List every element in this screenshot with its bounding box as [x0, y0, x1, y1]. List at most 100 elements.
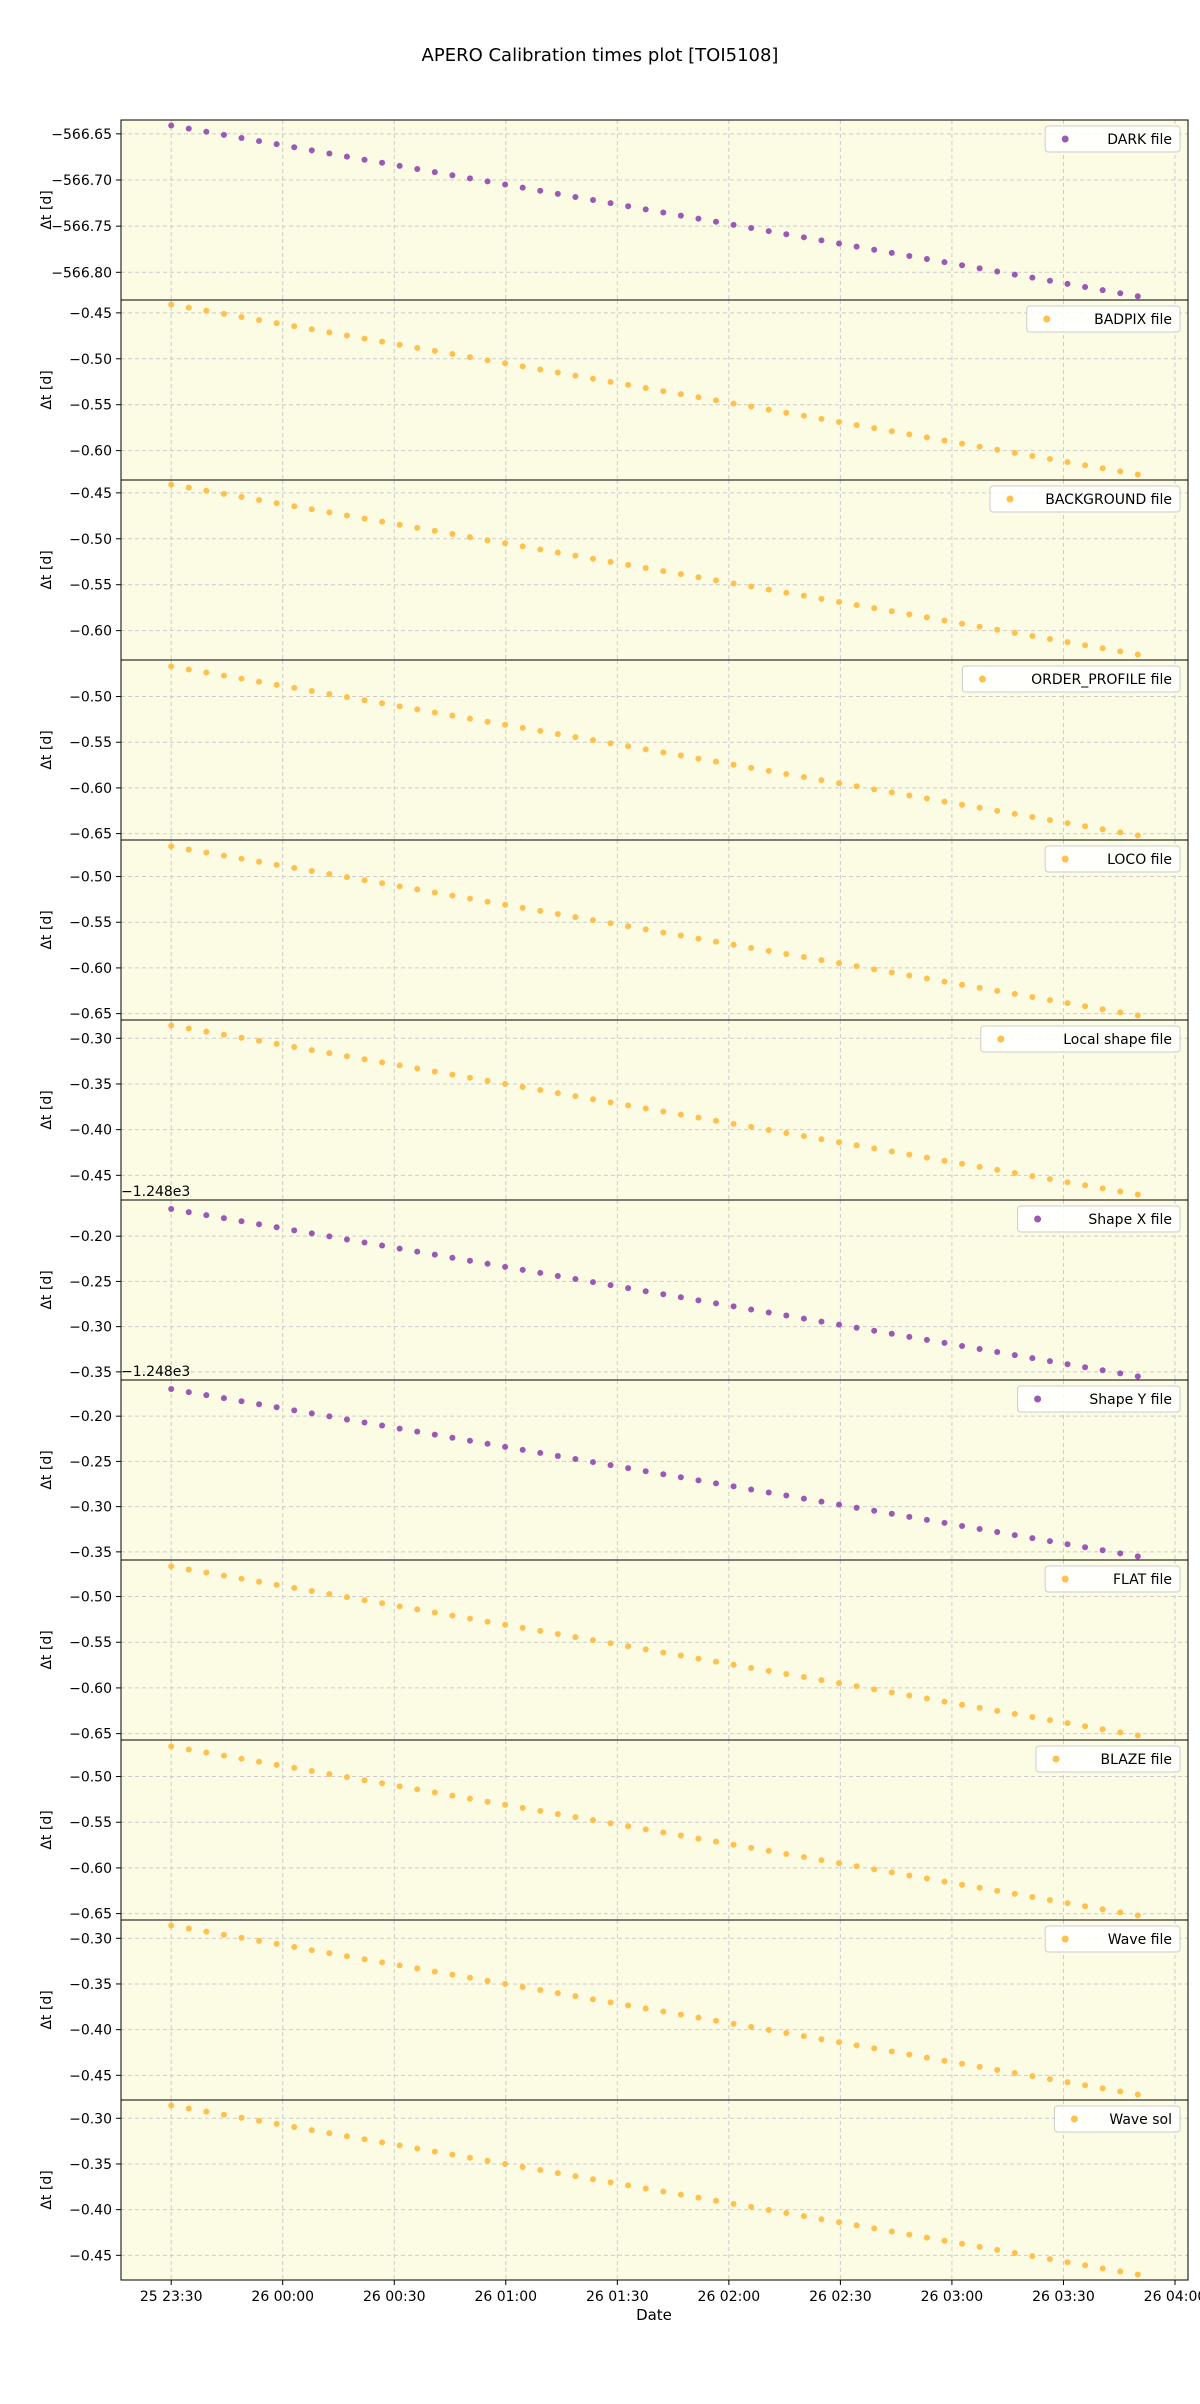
y-tick-label: −0.55 — [69, 915, 112, 931]
data-point — [343, 512, 350, 519]
data-point — [220, 490, 227, 497]
data-point — [326, 871, 333, 878]
data-point — [1064, 1900, 1071, 1907]
data-point — [379, 2139, 386, 2146]
data-point — [660, 1108, 667, 1115]
data-point — [1046, 1538, 1053, 1545]
data-point — [1117, 1729, 1124, 1736]
data-point — [783, 1312, 790, 1319]
data-point — [1011, 2250, 1018, 2257]
data-point — [1134, 1553, 1141, 1560]
y-tick-label: −0.35 — [69, 1365, 112, 1381]
data-point — [959, 1701, 966, 1708]
data-point — [502, 181, 509, 188]
data-point — [888, 789, 895, 796]
data-point — [168, 301, 175, 308]
data-point — [466, 354, 473, 361]
data-point — [326, 2130, 333, 2137]
data-point — [730, 580, 737, 587]
data-point — [256, 2117, 263, 2124]
data-point — [800, 1495, 807, 1502]
legend-marker — [1034, 1215, 1042, 1223]
data-point — [414, 2145, 421, 2152]
data-point — [256, 1221, 263, 1228]
data-point — [519, 1083, 526, 1090]
y-tick-label: −0.45 — [69, 486, 112, 502]
data-point — [765, 1667, 772, 1674]
data-point — [589, 1996, 596, 2003]
data-point — [502, 1801, 509, 1808]
data-point — [607, 1999, 614, 2006]
y-tick-label: −0.65 — [69, 827, 112, 843]
data-point — [343, 1774, 350, 1781]
y-tick-label: −0.65 — [69, 1907, 112, 1923]
data-point — [466, 1257, 473, 1264]
data-point — [959, 981, 966, 988]
data-point — [713, 1117, 720, 1124]
data-point — [1117, 2088, 1124, 2095]
data-point — [449, 1792, 456, 1799]
data-point — [1011, 1352, 1018, 1359]
data-point — [308, 687, 315, 694]
data-point — [466, 534, 473, 541]
data-point — [291, 503, 298, 510]
data-point — [431, 1789, 438, 1796]
data-point — [537, 366, 544, 373]
data-point — [414, 1428, 421, 1435]
data-point — [572, 1634, 579, 1641]
data-point — [1046, 2076, 1053, 2083]
data-point — [906, 1872, 913, 1879]
data-point — [168, 1022, 175, 1029]
data-point — [853, 602, 860, 609]
data-point — [256, 1578, 263, 1585]
data-point — [466, 895, 473, 902]
data-point — [554, 2170, 561, 2177]
panel-10: −0.30 −0.35 −0.40 −0.45 Δt [d] Wave file — [39, 1919, 1189, 2101]
data-point — [1099, 287, 1106, 294]
x-tick-label: 26 02:00 — [698, 2289, 761, 2305]
panel-1: −0.45 −0.50 −0.55 −0.60 Δt [d] BADPIX file — [39, 299, 1189, 481]
data-point — [589, 1817, 596, 1824]
data-point — [449, 1071, 456, 1078]
data-point — [1029, 2253, 1036, 2260]
data-point — [800, 774, 807, 781]
legend: ORDER_PROFILE file — [961, 665, 1181, 693]
data-point — [818, 237, 825, 244]
data-point — [589, 1096, 596, 1103]
y-tick-label: −0.55 — [69, 1815, 112, 1831]
data-point — [519, 1804, 526, 1811]
data-point — [923, 2234, 930, 2241]
data-point — [1029, 632, 1036, 639]
data-point — [871, 605, 878, 612]
data-point — [273, 861, 280, 868]
data-point — [466, 715, 473, 722]
data-point — [1064, 1541, 1071, 1548]
panel-8: −0.50 −0.55 −0.60 −0.65 Δt [d] FLAT file — [39, 1559, 1189, 1743]
legend-label: FLAT file — [1113, 1572, 1172, 1588]
data-point — [379, 159, 386, 166]
data-point — [941, 1519, 948, 1526]
data-point — [923, 1154, 930, 1161]
chart-title: APERO Calibration times plot [TOI5108] — [422, 45, 779, 66]
data-point — [695, 1114, 702, 1121]
data-point — [326, 1771, 333, 1778]
data-point — [1064, 820, 1071, 827]
data-point — [941, 1878, 948, 1885]
data-point — [1064, 2259, 1071, 2266]
data-point — [256, 1401, 263, 1408]
x-tick-label: 26 04:00 — [1144, 2289, 1200, 2305]
data-point — [273, 141, 280, 148]
data-point — [554, 190, 561, 197]
data-point — [871, 1686, 878, 1693]
data-point — [431, 169, 438, 176]
data-point — [1082, 283, 1089, 290]
data-point — [625, 1465, 632, 1472]
data-point — [256, 317, 263, 324]
y-tick-label: −0.35 — [69, 1077, 112, 1093]
data-point — [853, 1863, 860, 1870]
y-tick-label: −566.65 — [51, 127, 112, 143]
y-tick-label: −0.20 — [69, 1229, 112, 1245]
data-point — [1029, 1713, 1036, 1720]
data-point — [273, 681, 280, 688]
data-point — [361, 1956, 368, 1963]
